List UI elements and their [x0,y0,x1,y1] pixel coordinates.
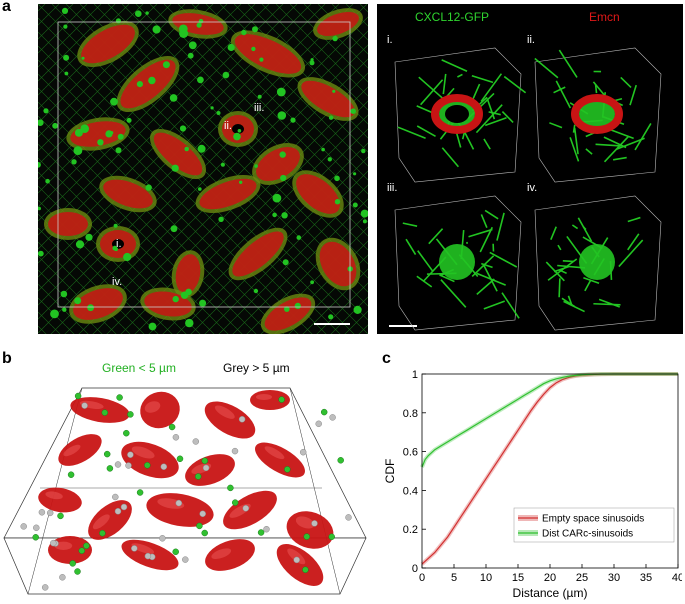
y-tick-label: 0.8 [403,408,418,420]
channel-label-gfp: CXCL12-GFP [415,10,490,24]
3d-render [3,387,367,595]
inset-label-iv: iv. [527,182,538,194]
x-tick-label: 25 [576,572,588,584]
main-micrograph: ii. iii. i. iv. [38,4,368,334]
inset-label-ii: ii. [527,34,535,46]
cdf-chart: CDF Distance (µm) 0 5 10 15 20 25 30 35 40 0 0.2 0.… [383,369,682,600]
inset-canvas [389,47,662,331]
inset-panel: CXCL12-GFP Emcn i. ii. iii. iv. [377,4,683,334]
chart-legend: Empty space sinusoids Dist CARc-sinusoids [513,507,675,543]
micrograph-canvas [38,4,368,334]
y-tick-label: 0.4 [403,485,418,497]
panel-letter-c: c [382,350,391,367]
inset-label-iii: iii. [387,182,398,194]
legend-grey-label: Grey > 5 µm [223,361,290,375]
x-axis-label: Distance (µm) [513,586,588,600]
x-tick-label: 35 [640,572,652,584]
panel-letter-a: a [2,0,11,15]
inset-label-i: i. [387,34,393,46]
x-tick-label: 15 [512,572,524,584]
plot-frame [421,373,679,569]
y-tick-label: 0.2 [403,524,418,536]
legend-green-label: Green < 5 µm [102,361,176,375]
main-label-iii: iii. [254,102,265,114]
main-label-ii: ii. [224,120,232,132]
channel-label-emcn: Emcn [589,10,620,24]
x-tick-label: 20 [544,572,556,584]
y-tick-label: 1 [412,369,418,381]
y-tick-label: 0 [412,563,418,575]
gfp-cells [38,7,368,331]
x-tick-label: 5 [451,572,457,584]
legend-entry: Empty space sinusoids [542,514,644,525]
y-axis-label: CDF [383,459,397,484]
main-label-iv: iv. [112,276,123,288]
panel-letter-b: b [2,350,12,367]
legend-entry: Dist CARc-sinusoids [542,529,633,540]
x-tick-label: 30 [608,572,620,584]
y-tick-label: 0.6 [403,447,418,459]
x-tick-label: 0 [419,572,425,584]
x-tick-label: 10 [480,572,492,584]
x-tick-label: 40 [672,572,682,584]
main-label-i: i. [116,238,122,250]
